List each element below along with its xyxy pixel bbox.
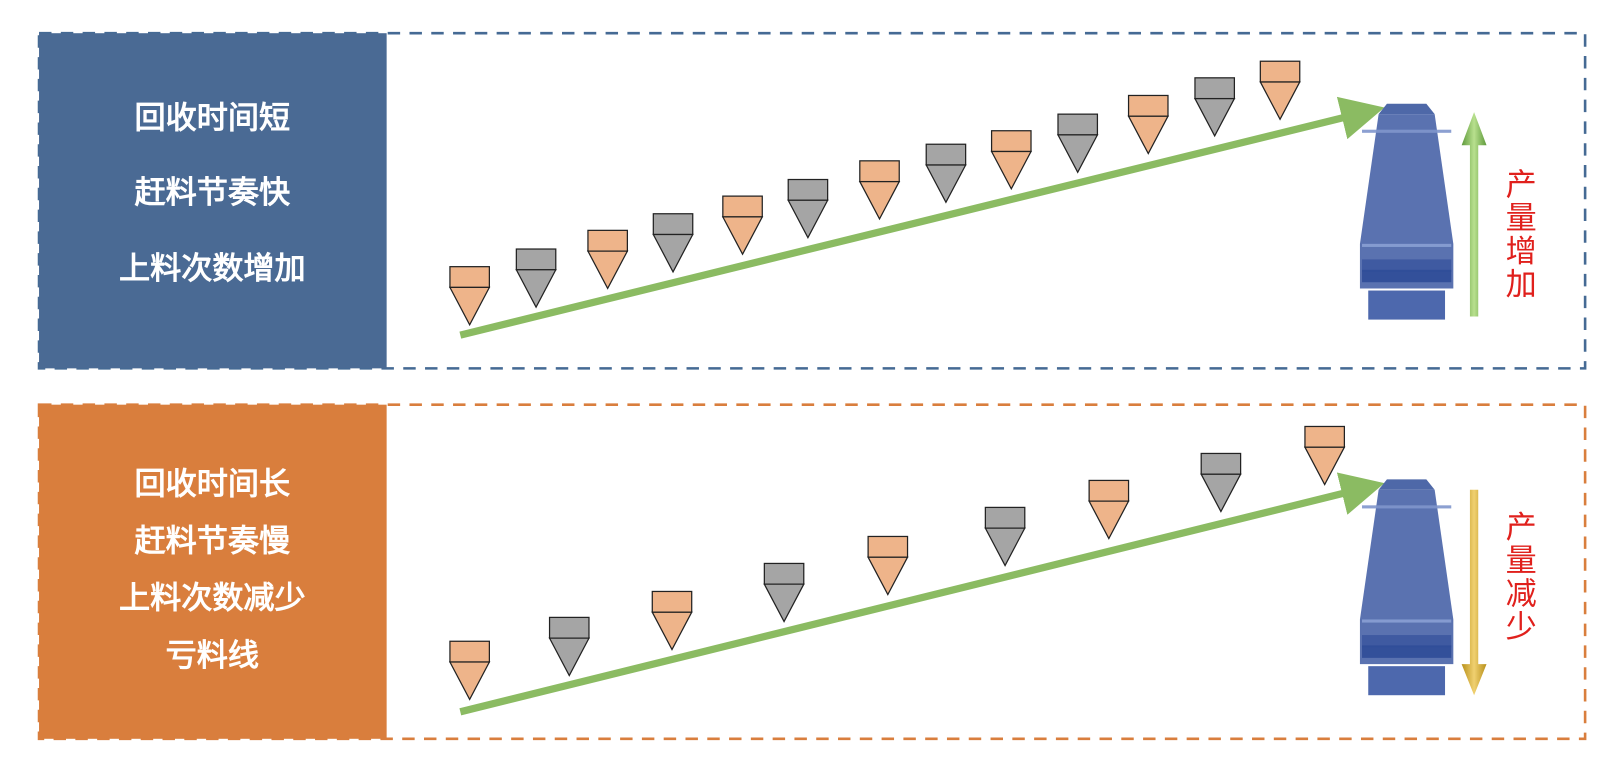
hopper-cone <box>721 216 764 256</box>
hopper-cone <box>548 637 591 677</box>
hopper-top <box>763 562 805 585</box>
furnace-band <box>1362 259 1452 272</box>
hopper-top <box>1304 425 1346 448</box>
hopper-top <box>859 160 900 183</box>
bottom-side-label: 产量减少 <box>1500 511 1536 644</box>
hopper-cone <box>448 661 491 701</box>
bottom-line: 赶料节奏慢 <box>135 524 291 560</box>
hopper-top <box>722 195 763 218</box>
hopper-cone <box>515 269 557 309</box>
hopper-cone <box>651 611 693 651</box>
hopper-cone <box>1259 81 1301 121</box>
hopper-cone <box>1127 115 1170 155</box>
bottom-line: 上料次数减少 <box>119 581 306 617</box>
top-label-box <box>39 33 387 369</box>
hopper-top <box>449 640 490 663</box>
furnace-band <box>1362 243 1452 247</box>
top-line: 上料次数增加 <box>119 251 306 287</box>
furnace-band <box>1362 269 1452 283</box>
bottom-line: 回收时间长 <box>135 467 291 503</box>
hopper-cone <box>867 556 909 596</box>
hopper-top <box>449 266 490 289</box>
hopper-top <box>587 229 628 252</box>
hopper-top <box>1057 113 1099 136</box>
hopper-top <box>548 616 590 639</box>
top-side-label: 产量增加 <box>1500 168 1537 301</box>
hopper-cone <box>763 583 805 623</box>
hopper-top <box>1194 77 1236 100</box>
down-arrow <box>1461 489 1487 696</box>
furnace-band <box>1362 505 1452 509</box>
furnace-band <box>1362 645 1452 658</box>
top-line: 回收时间短 <box>135 100 291 136</box>
hopper-top <box>651 590 693 613</box>
bottom-line: 亏料线 <box>166 638 259 674</box>
furnace-base <box>1368 666 1446 696</box>
hopper-cone <box>925 164 967 204</box>
hopper-top <box>1200 452 1242 475</box>
hopper-top <box>984 506 1026 529</box>
hopper-top <box>652 213 694 236</box>
hopper-cone <box>1200 473 1242 513</box>
hopper-cone <box>787 199 829 239</box>
trend-arrow <box>459 472 1385 716</box>
hopper-cone <box>990 150 1033 191</box>
hopper-top <box>515 248 557 271</box>
hopper-cone <box>1088 500 1130 540</box>
hopper-top <box>1127 94 1169 117</box>
furnace-band <box>1362 635 1452 648</box>
furnace-band <box>1362 129 1452 133</box>
hopper-top <box>787 178 829 201</box>
top-line: 赶料节奏快 <box>135 175 291 211</box>
hopper-top <box>925 143 967 166</box>
hopper-top <box>1088 479 1130 502</box>
furnace-top <box>1378 479 1435 490</box>
furnace-top <box>1378 103 1435 115</box>
trend-arrow <box>459 96 1385 339</box>
hopper-cone <box>448 286 491 327</box>
hopper-top <box>1259 60 1301 83</box>
furnace-band <box>1362 619 1452 623</box>
hopper-cone <box>1193 97 1236 138</box>
hopper-top <box>990 130 1032 153</box>
bottom-frame <box>37 403 1587 741</box>
top-frame <box>37 31 1587 370</box>
hopper-cone <box>586 250 629 290</box>
bottom-label-box <box>39 404 387 739</box>
furnace-base <box>1368 290 1446 320</box>
hopper-top <box>867 535 909 558</box>
hopper-cone <box>1303 446 1346 486</box>
hopper-cone <box>984 527 1026 567</box>
hopper-cone <box>652 233 694 274</box>
hopper-cone <box>858 180 901 221</box>
up-arrow <box>1461 112 1487 317</box>
hopper-cone <box>1056 134 1099 174</box>
